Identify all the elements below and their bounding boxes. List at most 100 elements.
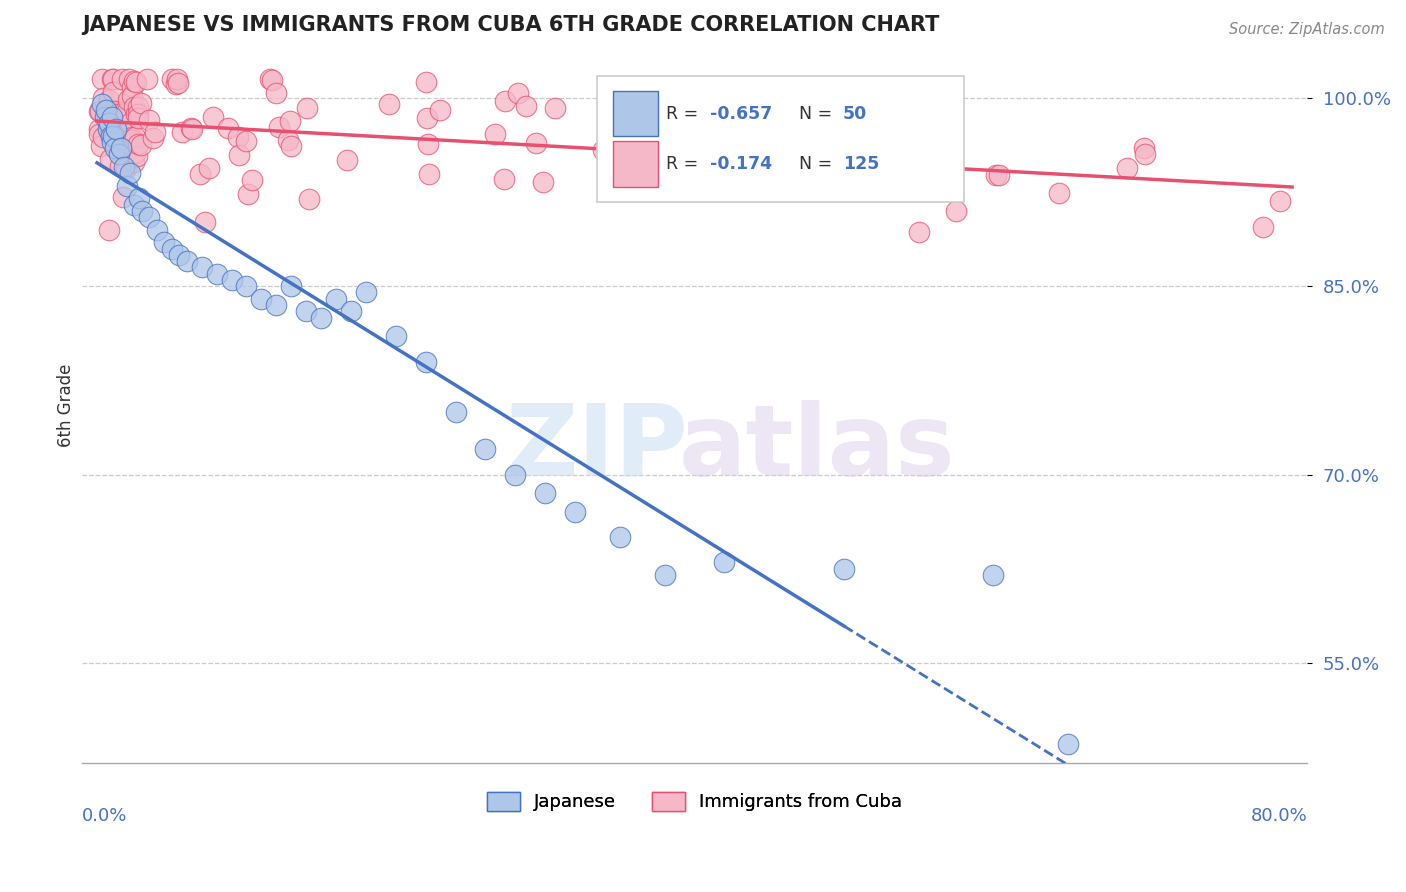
Point [235, 134, 257, 148]
Point [197, 161, 219, 175]
Point [266, 298, 288, 312]
Point [336, 153, 359, 167]
Point [105, 122, 128, 136]
Point [108, 147, 131, 161]
Point [138, 112, 160, 127]
Point [418, 136, 440, 151]
Point [181, 122, 204, 136]
Point [124, 129, 146, 144]
Point [108, 111, 131, 125]
Point [117, 93, 139, 107]
Text: 0.0%: 0.0% [82, 807, 128, 825]
Point [118, 166, 141, 180]
Point [250, 292, 273, 306]
Point [90, 72, 112, 87]
Point [98, 152, 121, 166]
Point [115, 178, 138, 193]
Point [325, 292, 347, 306]
Point [1270, 194, 1292, 208]
Point [280, 138, 302, 153]
Point [96, 122, 118, 136]
Point [115, 106, 138, 120]
Point [226, 129, 249, 144]
Point [90, 97, 112, 112]
Point [127, 100, 149, 114]
Point [153, 235, 176, 250]
Text: Source: ZipAtlas.com: Source: ZipAtlas.com [1229, 22, 1385, 37]
Point [115, 132, 138, 146]
Text: 50: 50 [842, 104, 868, 122]
Point [278, 114, 301, 128]
Point [508, 86, 530, 100]
Point [858, 153, 880, 167]
Point [127, 107, 149, 121]
Point [654, 568, 676, 582]
Point [267, 120, 290, 134]
Point [120, 116, 142, 130]
Point [945, 204, 967, 219]
Point [655, 169, 678, 184]
Point [202, 110, 225, 124]
Point [121, 141, 143, 155]
Point [166, 72, 188, 87]
Point [418, 167, 440, 181]
Point [115, 127, 138, 141]
Point [121, 79, 143, 94]
Point [1047, 186, 1070, 201]
Point [122, 154, 145, 169]
Point [217, 120, 239, 135]
Point [98, 125, 121, 139]
Point [167, 76, 190, 90]
Point [429, 103, 451, 117]
Point [988, 168, 1011, 182]
Point [235, 279, 257, 293]
Point [94, 103, 117, 118]
Y-axis label: 6th Grade: 6th Grade [58, 364, 75, 447]
Point [543, 101, 565, 115]
Text: 125: 125 [842, 154, 879, 172]
Point [240, 173, 263, 187]
Point [103, 128, 125, 142]
Text: -0.657: -0.657 [710, 104, 773, 122]
Point [111, 190, 134, 204]
Point [98, 223, 121, 237]
Point [526, 136, 548, 150]
Point [981, 568, 1004, 582]
FancyBboxPatch shape [613, 141, 658, 186]
Point [129, 137, 152, 152]
Point [277, 133, 299, 147]
Point [1133, 146, 1156, 161]
Point [238, 186, 260, 201]
Text: N =: N = [799, 104, 838, 122]
Point [127, 111, 149, 125]
Point [110, 141, 132, 155]
Point [180, 121, 202, 136]
Point [264, 86, 287, 100]
Point [416, 111, 439, 125]
Point [121, 130, 143, 145]
Point [103, 128, 125, 143]
Text: N =: N = [799, 154, 838, 172]
Point [167, 248, 190, 262]
Point [91, 129, 114, 144]
Point [484, 127, 506, 141]
Point [115, 161, 138, 175]
Point [631, 113, 654, 128]
Point [444, 405, 467, 419]
Point [89, 103, 111, 118]
Point [515, 99, 537, 113]
Point [354, 285, 377, 300]
Point [190, 260, 212, 275]
Point [136, 72, 159, 87]
Point [110, 72, 132, 87]
Text: 80.0%: 80.0% [1250, 807, 1308, 825]
Point [228, 148, 250, 162]
Point [824, 145, 846, 159]
Point [90, 139, 112, 153]
Point [104, 141, 127, 155]
Point [1116, 161, 1139, 175]
Point [415, 354, 437, 368]
Point [592, 144, 614, 158]
Point [122, 100, 145, 114]
Point [98, 116, 121, 130]
